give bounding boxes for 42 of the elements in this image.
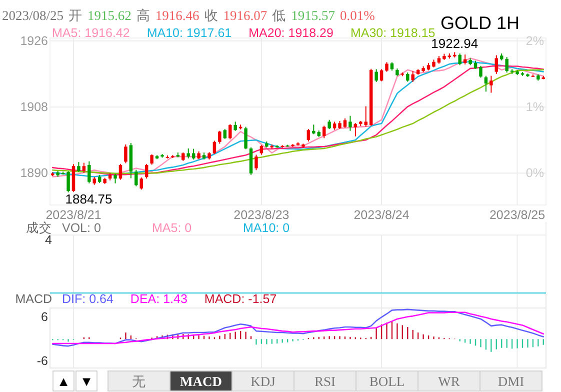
text: MACD: -1.57 [204,292,277,306]
text: WR [438,374,460,389]
text: DIF: 0.64 [62,292,114,306]
text: 4 [45,233,52,247]
text: 无 [132,374,146,389]
text: MA10: 1917.61 [146,26,232,40]
text: 成交 [26,220,52,235]
text: VOL: 0 [62,221,101,235]
x-tick-label: 2023/8/21 [46,208,102,222]
text: KDJ [250,374,276,389]
text: 高 [136,8,150,23]
text: DMI [498,374,525,389]
text: 1915.57 [291,8,336,23]
text: MA5: 1916.42 [52,26,130,40]
text: 1915.62 [88,8,132,23]
text: ▼ [80,374,94,389]
text: 1916.46 [155,8,200,23]
y-tick-label: 1908 [20,100,48,114]
text: ▲ [56,374,70,389]
annotation: 1884.75 [65,191,112,206]
text: 0.01% [340,8,375,23]
y-tick-label: 6 [41,310,48,324]
text: 收 [204,8,218,23]
text: 1916.07 [223,8,268,23]
text: MACD [180,374,222,389]
x-tick-label: 2023/8/24 [354,208,410,222]
text: MA5: 0 [152,221,192,235]
text: 开 [68,8,83,23]
text: MA10: 0 [243,221,290,235]
text: BOLL [369,374,405,389]
chart-title: MACD [15,292,52,306]
text: RSI [314,374,336,389]
y-tick-label: 1926 [20,34,48,48]
y-tick-label: -6 [36,354,48,368]
text: 低 [272,8,286,23]
text: MA20: 1918.29 [248,26,334,40]
y-tick-label: 1890 [20,166,48,180]
x-tick-label: 2023/8/25 [489,208,546,222]
x-tick-label: 2023/8/23 [234,208,290,222]
text: 2023/08/25 [2,8,64,23]
chart-title: GOLD 1H [440,13,520,33]
text: DEA: 1.43 [130,292,188,306]
